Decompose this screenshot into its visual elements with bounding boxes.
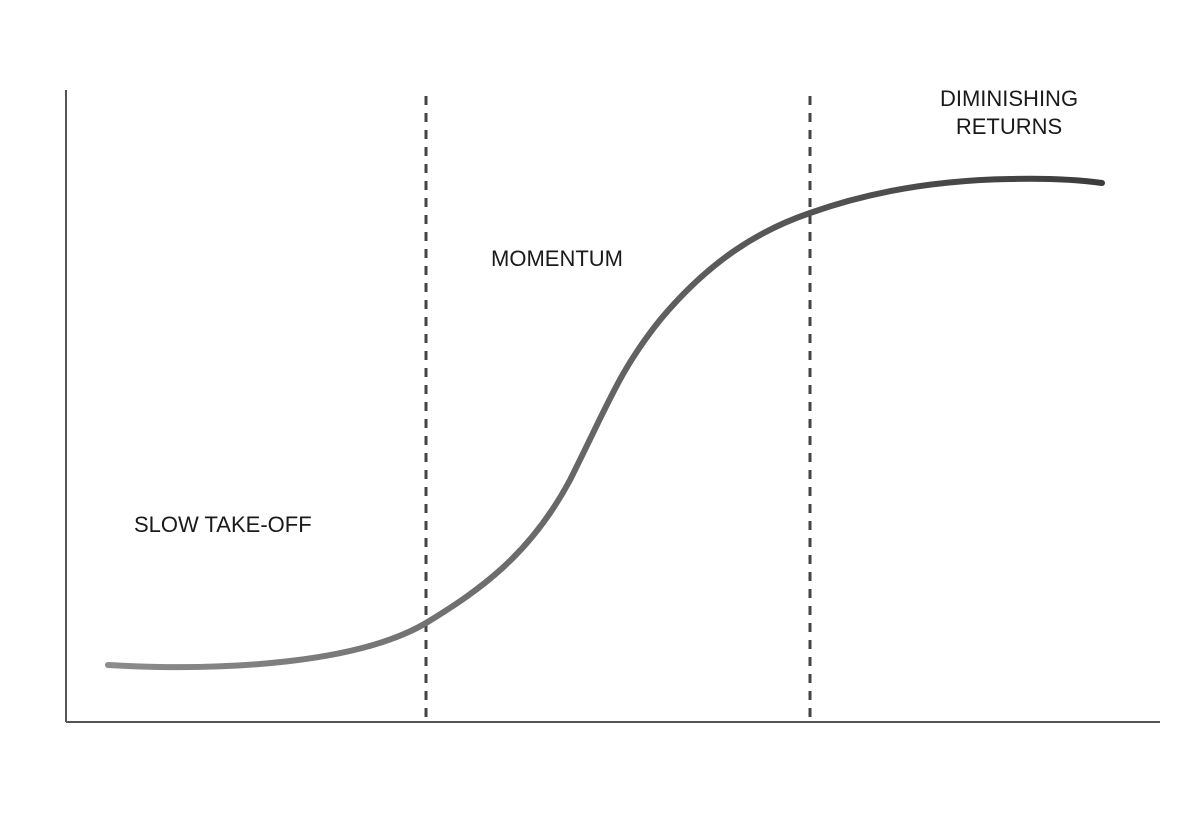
label-momentum: MOMENTUM	[491, 246, 623, 271]
label-slow-takeoff: SLOW TAKE-OFF	[134, 512, 312, 537]
label-diminishing-returns-line2: RETURNS	[956, 114, 1062, 139]
s-curve	[105, 175, 1105, 671]
label-diminishing-returns-line1: DIMINISHING	[940, 86, 1078, 111]
